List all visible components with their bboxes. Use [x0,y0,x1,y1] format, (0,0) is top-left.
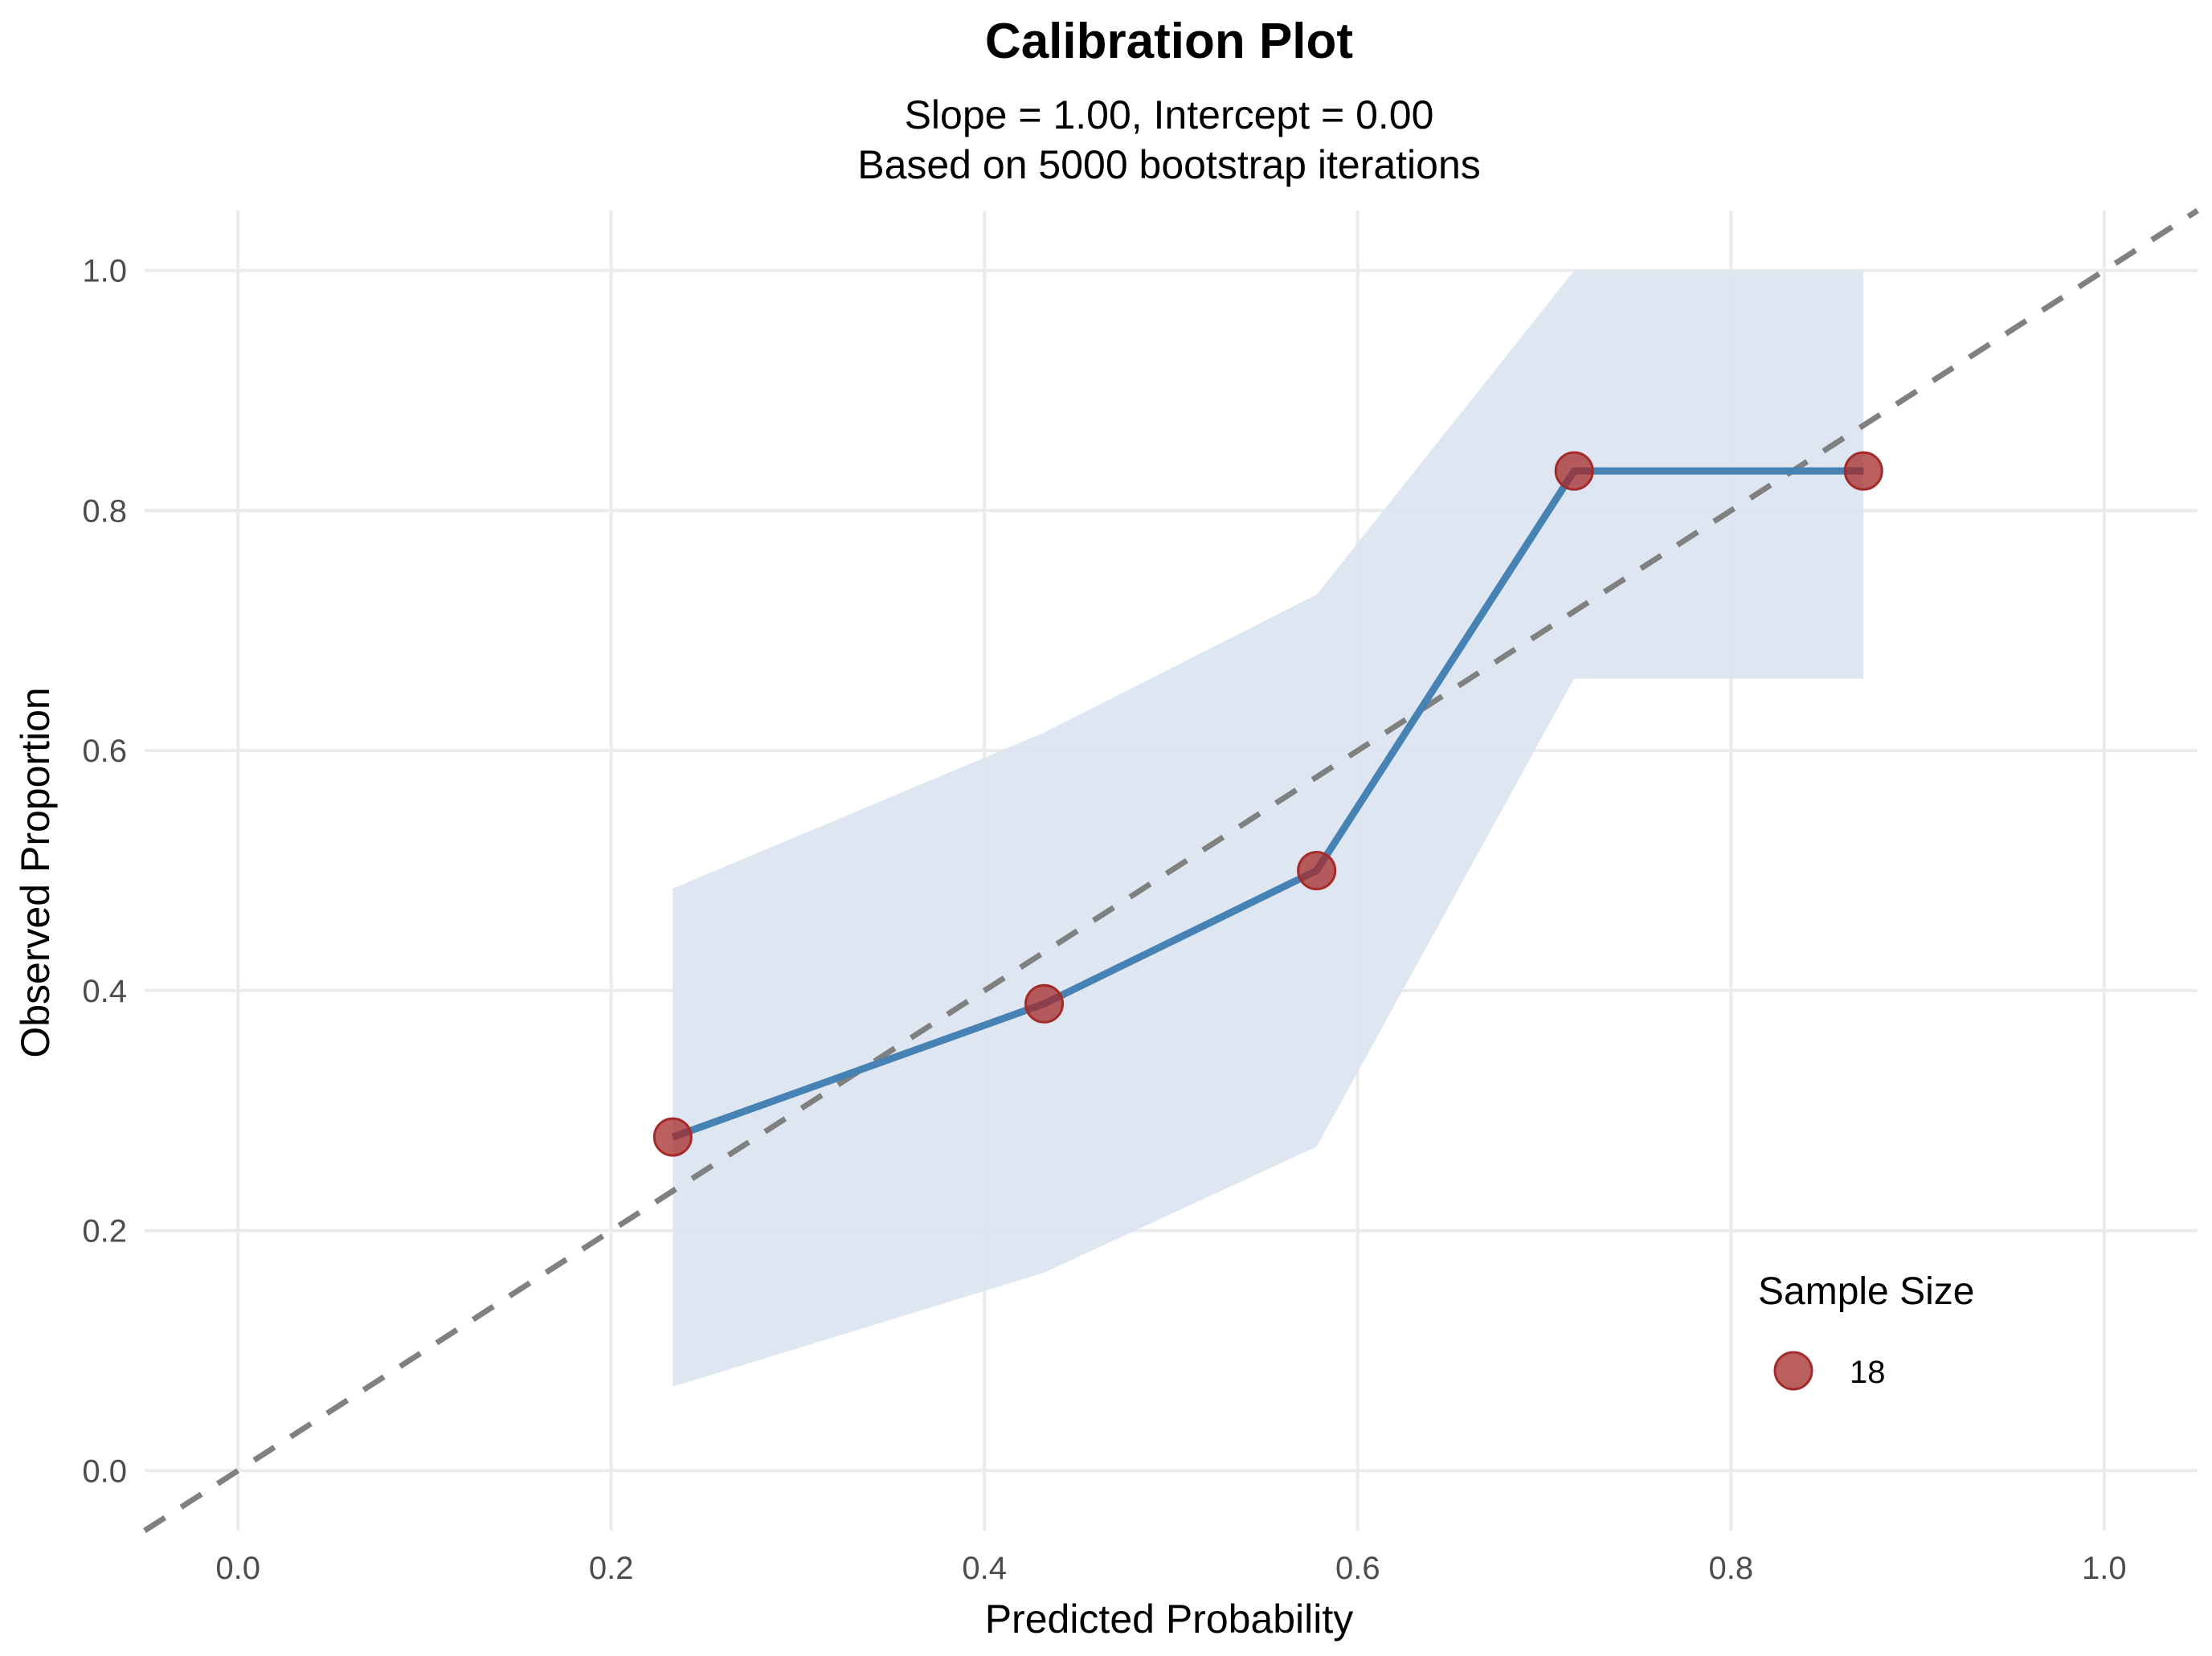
x-axis-title: Predicted Probability [985,1597,1354,1642]
y-tick-label: 0.4 [82,974,127,1009]
y-tick-label: 1.0 [82,254,127,289]
confidence-band [673,270,1864,1387]
calibration-point [1843,451,1883,491]
tick-label-layer: 0.0 0.2 0.4 0.6 0.8 1.0 0.0 0.2 0.4 0.6 0.8 1.0 [82,254,2126,1586]
legend-label-18: 18 [1850,1355,1886,1390]
x-tick-label: 0.0 [215,1551,260,1586]
legend-title: Sample Size [1758,1270,1974,1313]
calibration-point [1024,983,1065,1024]
x-tick-label: 0.6 [1335,1551,1380,1586]
confidence-band-layer [673,270,1864,1387]
legend-marker-18 [1773,1351,1813,1391]
chart-subtitle-line-2: Based on 5000 bootstrap iterations [857,142,1481,187]
calibration-point [1554,451,1594,491]
calibration-point [1297,851,1337,890]
y-tick-label: 0.6 [82,734,127,769]
chart-subtitle-line-1: Slope = 1.00, Intercept = 0.00 [905,92,1434,137]
y-axis-title: Observed Proportion [13,687,58,1057]
y-tick-label: 0.0 [82,1454,127,1489]
x-tick-label: 0.2 [589,1551,634,1586]
reference-diagonal-line [143,208,2199,1533]
series-layer [652,451,1883,1157]
x-tick-label: 1.0 [2082,1551,2127,1586]
chart-title: Calibration Plot [985,14,1353,69]
y-tick-label: 0.2 [82,1214,127,1249]
y-tick-label: 0.8 [82,493,127,529]
x-tick-label: 0.4 [962,1551,1007,1586]
calibration-point [652,1117,693,1157]
x-tick-label: 0.8 [1709,1551,1754,1586]
legend: Sample Size 18 [1758,1270,1974,1391]
reference-line-layer [143,208,2199,1533]
